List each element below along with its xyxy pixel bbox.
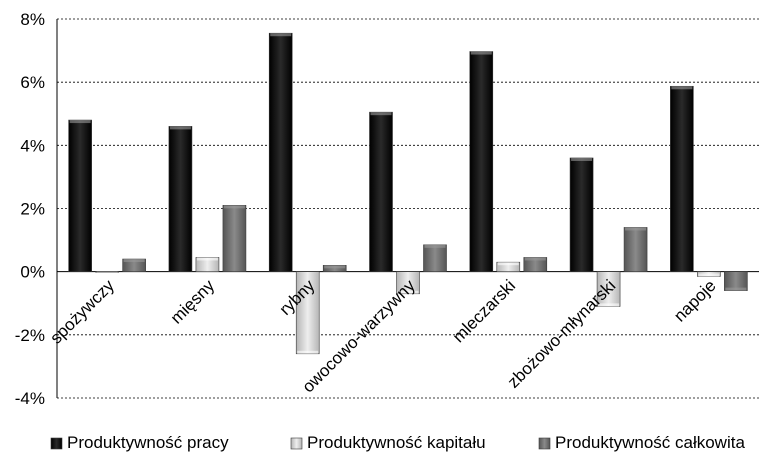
bar [68,119,92,272]
bar [569,157,594,272]
gridlines [56,18,759,399]
x-category-label: zbożowo-młynarski [504,276,620,392]
x-category-label: mleczarski [449,276,519,346]
y-tick-label: 8% [20,10,45,29]
bar [423,244,447,272]
bar [369,111,393,272]
legend-label: Produktywność pracy [67,433,229,452]
bar [222,205,247,272]
bar-highlight [571,157,593,161]
bar-highlight [270,33,292,37]
bar-highlight [424,244,446,248]
bar-highlight [470,51,492,55]
bar-highlight [223,205,245,209]
bar-highlight [497,262,519,266]
legend-swatch [50,437,63,450]
bar-highlight [725,287,747,291]
x-category-label: mięsny [167,276,219,328]
bar [670,85,694,272]
legend: Produktywność pracy Produktywność kapitał… [50,433,745,452]
legend-label: Produktywność kapitału [307,433,486,452]
legend-swatch [290,437,303,450]
bar-highlight [196,257,218,261]
bar [268,32,293,272]
bar-highlight [69,120,91,124]
y-tick-label: -2% [15,326,45,345]
y-tick-label: 0% [20,263,45,282]
bar [623,227,648,272]
bar-highlight [397,290,419,294]
bar-highlight [370,112,392,116]
bar-highlight [598,303,620,307]
bar-highlight [698,273,720,277]
bar-highlight [524,257,546,261]
bar [168,126,193,272]
bars [68,32,748,355]
legend-label: Produktywność całkowita [555,433,745,452]
bar-highlight [96,271,118,273]
bar-highlight [169,126,191,130]
y-tick-label: 4% [20,136,45,155]
y-tick-label: 2% [20,200,45,219]
y-axis-ticks: 8% 6% 4% 2% 0% -2% -4% [15,10,45,408]
bar-highlight [625,227,647,231]
bar-highlight [671,86,693,90]
bar-highlight [297,350,319,354]
y-tick-label: 6% [20,73,45,92]
bar-highlight [123,259,145,263]
y-tick-label: -4% [15,389,45,408]
legend-swatch [538,437,551,450]
bar [469,51,494,272]
bar-highlight [324,265,346,269]
x-category-label: napoje [670,276,720,326]
